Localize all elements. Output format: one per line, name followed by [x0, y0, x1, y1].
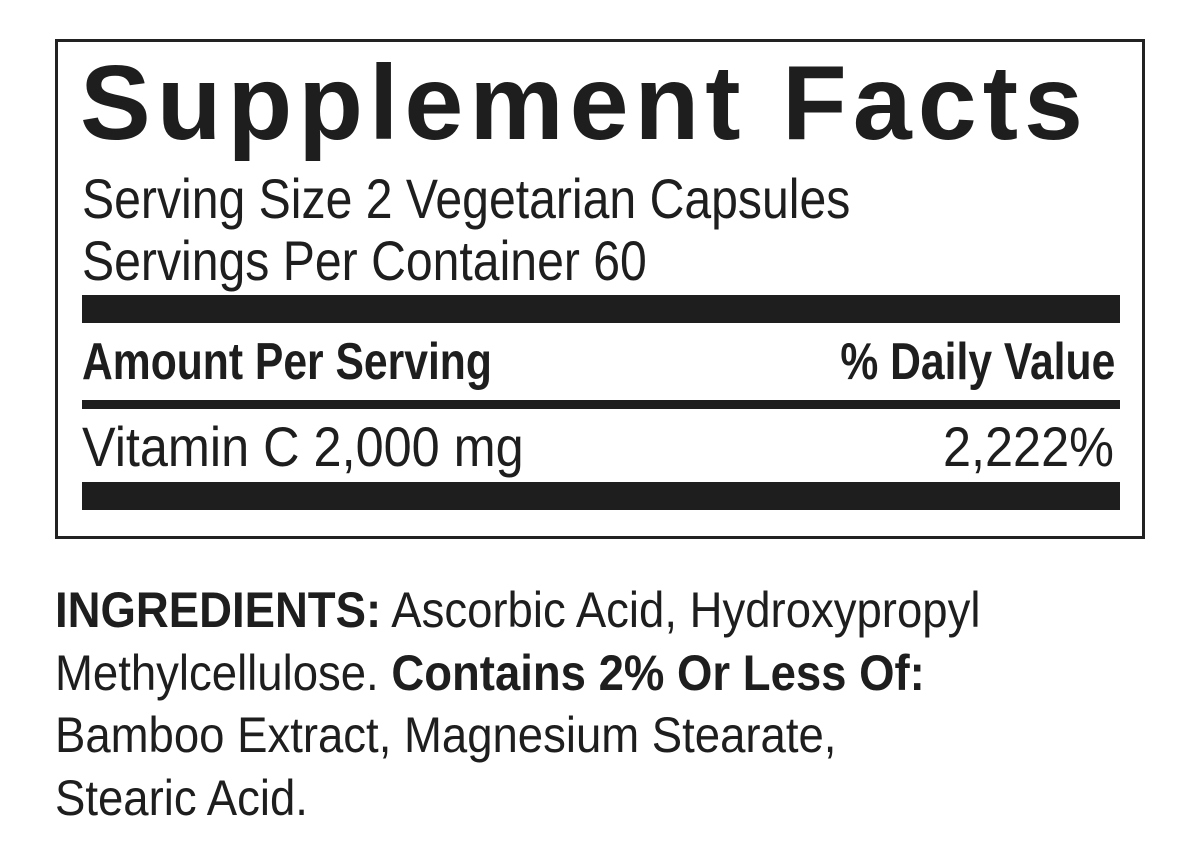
ingredients-text-cont: Methylcellulose.	[55, 645, 392, 701]
panel-title: Supplement Facts	[80, 44, 1089, 162]
ingredients-line-4: Stearic Acid.	[55, 770, 308, 826]
ingredients-label: INGREDIENTS:	[55, 582, 382, 638]
nutrient-daily-value: 2,222%	[943, 415, 1114, 478]
thick-divider-bottom	[82, 482, 1120, 510]
serving-size: Serving Size 2 Vegetarian Capsules	[82, 167, 851, 230]
servings-per-container: Servings Per Container 60	[82, 229, 647, 292]
ingredients-line-2: Methylcellulose. Contains 2% Or Less Of:	[55, 648, 925, 698]
ingredients-line-3: Bamboo Extract, Magnesium Stearate,	[55, 707, 837, 763]
contains-less-label: Contains 2% Or Less Of:	[391, 645, 925, 701]
nutrient-name: Vitamin C 2,000 mg	[82, 415, 524, 478]
ingredients-text: Ascorbic Acid, Hydroxypropyl	[381, 582, 981, 638]
ingredients-line-1: INGREDIENTS: Ascorbic Acid, Hydroxypropy…	[55, 585, 980, 635]
thin-divider	[82, 400, 1120, 409]
supplement-facts-panel	[55, 39, 1145, 539]
daily-value-header: % Daily Value	[840, 333, 1115, 391]
thick-divider	[82, 295, 1120, 323]
amount-per-serving-header: Amount Per Serving	[82, 333, 492, 391]
